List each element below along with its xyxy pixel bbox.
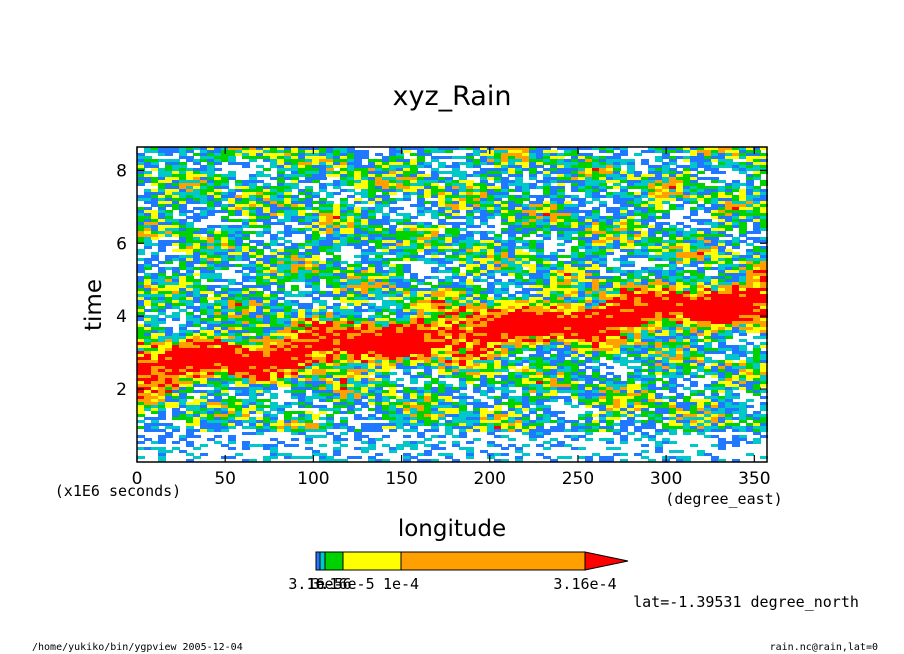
x-tick-label: 50 (214, 469, 236, 489)
colorbar-segment (400, 551, 586, 571)
colorbar-extend-arrow (584, 551, 629, 571)
x-axis-ticks: 0 50 100 150 200 250 300 350 (132, 147, 771, 489)
x-tick-label: 100 (297, 469, 329, 489)
x-tick-label: 0 (132, 469, 143, 489)
plot-area (136, 146, 768, 463)
colorbar-segment (315, 551, 321, 571)
colorbar-tick-label: 1e-5 (307, 575, 343, 593)
y-tick-label: 4 (116, 307, 127, 327)
x-tick-label: 200 (474, 469, 506, 489)
footer-file: rain.nc@rain,lat=0 (770, 642, 878, 653)
y-tick-label: 8 (116, 161, 127, 181)
plot-frame (136, 146, 768, 463)
colorbar-segment (324, 551, 344, 571)
colorbar-tick-label: 3.16e-4 (553, 575, 616, 593)
x-axis-label: longitude (398, 516, 506, 542)
colorbar-tick-label: 3.16e-5 (311, 575, 374, 593)
colorbar-segment (342, 551, 402, 571)
colorbar (315, 551, 629, 571)
footer-source: /home/yukiko/bin/ygpview 2005-12-04 (32, 642, 243, 653)
rain-field (137, 147, 768, 462)
x-axis-units: (degree_east) (665, 490, 782, 508)
x-tick-label: 350 (738, 469, 770, 489)
colorbar-tick-label: 3.16e-6 (288, 575, 351, 593)
x-tick-label: 150 (385, 469, 417, 489)
y-axis-label: time (81, 279, 107, 331)
y-axis-units: (x1E6 seconds) (55, 482, 181, 500)
colorbar-segment (319, 551, 326, 571)
latitude-annotation: lat=-1.39531 degree_north (633, 593, 859, 611)
chart-title: xyz_Rain (393, 81, 512, 112)
y-axis-ticks: 2 4 6 8 (116, 161, 767, 400)
x-tick-label: 300 (650, 469, 682, 489)
y-tick-label: 6 (116, 234, 127, 254)
y-tick-label: 2 (116, 380, 127, 400)
colorbar-tick-labels: 3.16e-61e-53.16e-5 1e-4 3.16e-4 (288, 575, 616, 593)
x-tick-label: 250 (562, 469, 594, 489)
colorbar-tick-label: 1e-4 (383, 575, 419, 593)
